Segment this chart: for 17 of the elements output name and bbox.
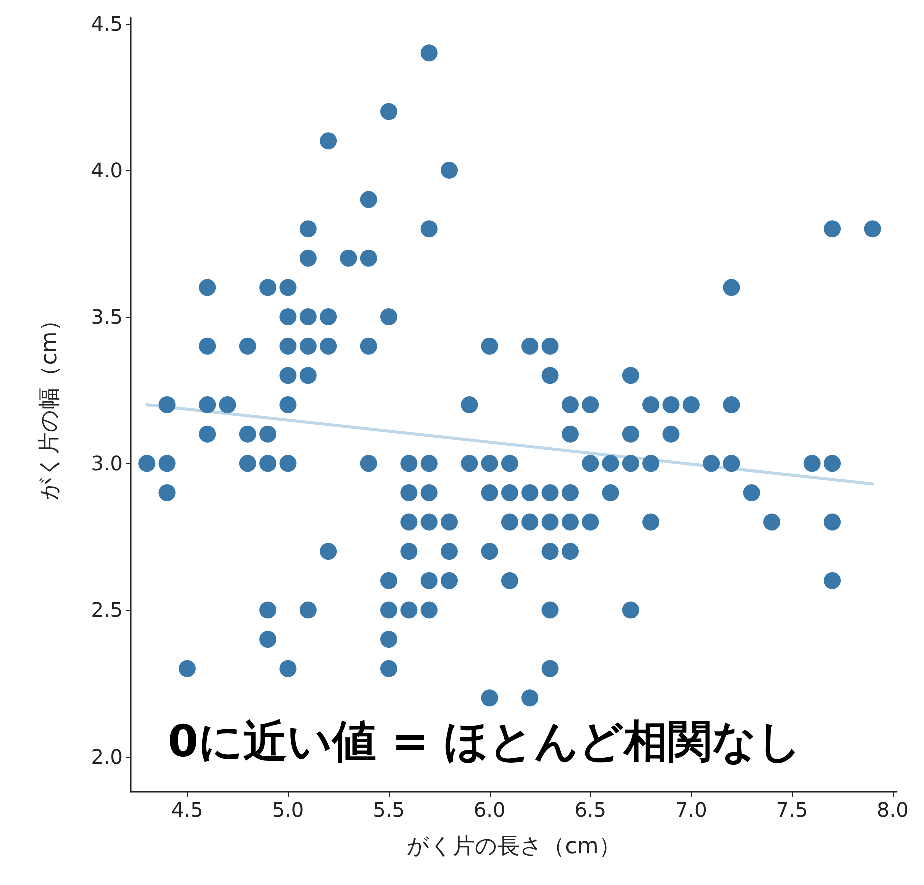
y-tick-label: 3.5 (91, 305, 123, 330)
y-tick-label: 4.0 (91, 158, 123, 182)
x-tick-label: 7.5 (776, 798, 808, 822)
x-tick-label: 7.0 (675, 798, 708, 822)
x-tick-label: 6.5 (574, 798, 607, 822)
x-tick-label: 4.5 (172, 798, 204, 822)
y-tick-label: 4.5 (91, 12, 123, 36)
x-axis-title: がく片の長さ（cm） (407, 834, 621, 860)
y-tick-label: 2.5 (91, 598, 123, 622)
x-tick-label: 5.5 (373, 798, 405, 822)
x-tick-label: 6.0 (474, 798, 506, 822)
y-tick-label: 2.0 (91, 744, 123, 769)
x-tick-label: 5.0 (272, 798, 304, 822)
y-axis-title: がく片の幅（cm） (38, 310, 62, 500)
x-tick-label: 8.0 (877, 798, 909, 822)
y-tick-label: 3.0 (91, 452, 123, 476)
annotation: 0に近い値 = ほとんど相関なし (168, 716, 802, 768)
